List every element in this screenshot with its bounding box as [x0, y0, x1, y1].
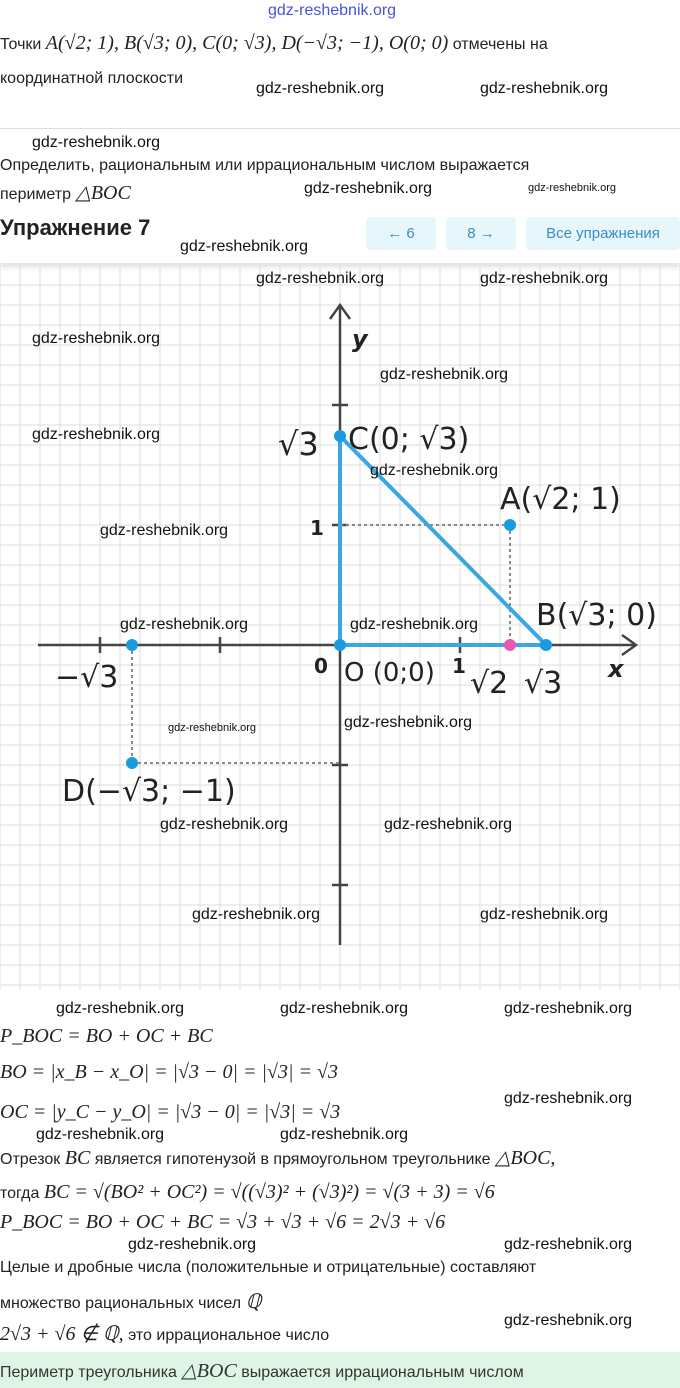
- solution-line-1: P_BOC = BO + OC + BC: [0, 1025, 213, 1047]
- watermark: gdz-reshebnik.org: [160, 816, 289, 833]
- point-d: [126, 757, 138, 769]
- task-line-1: Точки A(√2; 1), B(√3; 0), C(0; √3), D(−√…: [0, 32, 548, 55]
- next-exercise-button[interactable]: 8 →: [446, 217, 516, 250]
- watermark: gdz-reshebnik.org: [256, 80, 385, 97]
- label-point-o: O (0;0): [344, 658, 435, 688]
- label-one-y: 1: [310, 516, 324, 540]
- watermark: gdz-reshebnik.org: [480, 270, 609, 287]
- text: Отрезок: [0, 1151, 61, 1168]
- x-axis-arrow-icon: [621, 633, 639, 657]
- label-sqrt3-x: √3: [524, 666, 562, 701]
- watermark: gdz-reshebnik.org: [100, 522, 229, 539]
- math: BC = √(BO² + OC²) = √((√3)² + (√3)²) = √…: [43, 1181, 495, 1203]
- watermark: gdz-reshebnik.org: [504, 1236, 633, 1253]
- solution-line-3: OC = |y_C − y_O| = |√3 − 0| = |√3| = √3: [0, 1101, 341, 1123]
- solution-line-7: Целые и дробные числа (положительные и о…: [0, 1259, 537, 1276]
- watermark: gdz-reshebnik.org: [36, 1126, 165, 1143]
- text: тогда: [0, 1185, 40, 1202]
- watermark: gdz-reshebnik.org: [384, 816, 513, 833]
- watermark: gdz-reshebnik.org: [168, 722, 257, 734]
- watermark: gdz-reshebnik.org: [280, 1126, 409, 1143]
- prev-exercise-button[interactable]: ← 6: [366, 217, 436, 250]
- label-point-c: C(0; √3): [348, 422, 469, 457]
- watermark: gdz-reshebnik.org: [380, 366, 509, 383]
- solution-line-5: тогда BC = √(BO² + OC²) = √((√3)² + (√3)…: [0, 1180, 495, 1206]
- watermark: gdz-reshebnik.org: [32, 330, 161, 347]
- point-b: [540, 639, 552, 651]
- label-sqrt3-y: √3: [278, 425, 319, 463]
- point-sqrt2: [504, 639, 516, 651]
- text: отмечены на: [452, 36, 548, 53]
- watermark: gdz-reshebnik.org: [480, 906, 609, 923]
- math: △BOC,: [495, 1147, 556, 1169]
- grid: [0, 265, 680, 990]
- watermark: gdz-reshebnik.org: [528, 182, 617, 194]
- label-point-d: D(−√3; −1): [62, 774, 236, 809]
- solution-line-4: Отрезок BC является гипотенузой в прямоу…: [0, 1146, 555, 1172]
- task-line-3: Определить, рациональным или иррациональ…: [0, 157, 530, 174]
- label-one-x: 1: [452, 654, 466, 678]
- text: Точки: [0, 36, 42, 53]
- watermark: gdz-reshebnik.org: [56, 1000, 185, 1017]
- watermark: gdz-reshebnik.org: [256, 270, 385, 287]
- watermark: gdz-reshebnik.org: [370, 462, 499, 479]
- watermark: gdz-reshebnik.org: [32, 426, 161, 443]
- ruler-divider: [0, 118, 680, 129]
- point-o: [334, 639, 346, 651]
- watermark: gdz-reshebnik.org: [192, 906, 321, 923]
- math: ℚ: [245, 1291, 262, 1313]
- watermark: gdz-reshebnik.org: [280, 1000, 409, 1017]
- coordinate-graph: y x √3 1 0 1 −√3 √2 √3 C(0; √3) A(√2; 1)…: [0, 265, 680, 990]
- label-neg-sqrt3: −√3: [55, 660, 118, 695]
- answer-text: Периметр треугольника △BOC выражается ир…: [0, 1358, 524, 1383]
- watermark: gdz-reshebnik.org: [480, 80, 609, 97]
- task-line-4: периметр △BOC: [0, 182, 131, 206]
- watermark: gdz-reshebnik.org: [180, 238, 309, 255]
- label-point-b: B(√3; 0): [536, 598, 657, 633]
- watermark: gdz-reshebnik.org: [304, 180, 433, 197]
- y-axis-arrow-icon: [328, 302, 352, 320]
- label-zero: 0: [314, 654, 328, 678]
- watermark: gdz-reshebnik.org: [344, 714, 473, 731]
- points-math: A(√2; 1), B(√3; 0), C(0; √3), D(−√3; −1)…: [45, 32, 449, 54]
- watermark: gdz-reshebnik.org: [128, 1236, 257, 1253]
- point-neg-sqrt3: [126, 639, 138, 651]
- solution-line-9: 2√3 + √6 ∉ ℚ, это иррациональное число: [0, 1322, 329, 1348]
- page-title: Упражнение 7: [0, 215, 151, 240]
- text: это иррациональное число: [128, 1327, 330, 1344]
- watermark: gdz-reshebnik.org: [32, 134, 161, 151]
- answer-box: Периметр треугольника △BOC выражается ир…: [0, 1352, 680, 1388]
- watermark: gdz-reshebnik.org: [504, 1312, 633, 1329]
- all-exercises-button[interactable]: Все упражнения: [526, 217, 680, 250]
- point-a: [504, 519, 516, 531]
- label-sqrt2: √2: [470, 666, 508, 701]
- watermark: gdz-reshebnik.org: [504, 1000, 633, 1017]
- text: Периметр треугольника: [0, 1364, 177, 1381]
- math: 2√3 + √6 ∉ ℚ,: [0, 1323, 124, 1345]
- text: является гипотенузой в прямоугольном тре…: [94, 1151, 491, 1168]
- text: выражается иррациональным числом: [241, 1364, 524, 1381]
- exercise-nav-bar: Упражнение 7 ← 6 8 → Все упражнения: [0, 205, 680, 263]
- text: множество рациональных чисел: [0, 1295, 242, 1312]
- watermark: gdz-reshebnik.org: [120, 616, 249, 633]
- x-axis-label: x: [607, 655, 625, 683]
- solution-line-2: BO = |x_B − x_O| = |√3 − 0| = |√3| = √3: [0, 1061, 338, 1083]
- triangle-boc: [338, 431, 551, 647]
- watermark-top: gdz-reshebnik.org: [268, 2, 397, 19]
- text: периметр: [0, 186, 71, 203]
- solution-line-6: P_BOC = BO + OC + BC = √3 + √3 + √6 = 2√…: [0, 1211, 446, 1233]
- solution-line-8: множество рациональных чисел ℚ: [0, 1290, 261, 1316]
- math: BC: [64, 1147, 91, 1169]
- math: △BOC: [181, 1360, 237, 1382]
- axis-ticks: [98, 403, 462, 887]
- point-c: [334, 430, 346, 442]
- watermark: gdz-reshebnik.org: [350, 616, 479, 633]
- watermark: gdz-reshebnik.org: [504, 1090, 633, 1107]
- label-point-a: A(√2; 1): [500, 482, 621, 517]
- y-axis-label: y: [352, 325, 369, 353]
- task-line-2: координатной плоскости: [0, 70, 184, 87]
- triangle-math: △BOC: [75, 182, 131, 204]
